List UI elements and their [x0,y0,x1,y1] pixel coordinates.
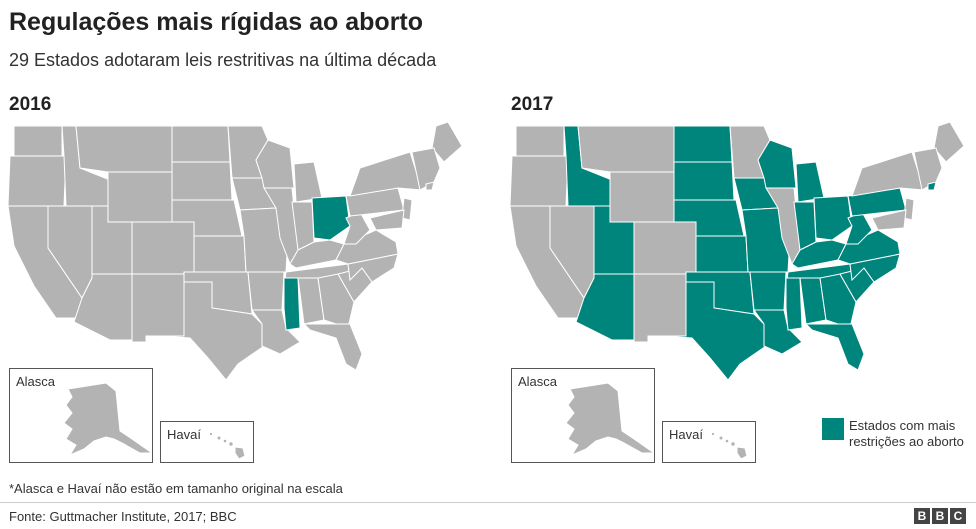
state-oregon [7,155,67,207]
state-south-dakota [673,161,735,201]
alaska-inset-2016: Alasca [9,368,153,463]
hawaii-island [710,431,716,437]
state-arkansas [749,271,787,311]
state-new-york [851,151,925,197]
state-ohio [813,195,853,241]
hawaii-inset-2017: Havaí [662,421,756,463]
state-michigan [293,161,323,203]
state-montana [75,125,173,173]
state-washington [13,125,63,157]
state-georgia [317,273,355,329]
state-colorado [633,221,697,275]
state-louisiana [251,309,301,355]
state-rhode-island [425,181,435,191]
hawaii-island [730,441,736,447]
state-wisconsin [757,139,797,189]
hawaii-island [736,446,748,460]
state-new-mexico [633,273,687,343]
legend-label: Estados com mais restrições ao aborto [849,418,964,449]
us-map-2016 [7,121,463,380]
hawaii-island [216,435,222,441]
state-rhode-island [927,181,937,191]
state-florida [302,323,363,371]
hawaii-inset-2016: Havaí [160,421,254,463]
us-map-2017 [509,121,965,380]
chart-title: Regulações mais rígidas ao aborto [9,8,424,36]
hawaii-island [718,435,724,441]
year-label-2016: 2016 [9,94,52,115]
footnote: *Alasca e Havaí não estão em tamanho ori… [9,481,343,496]
state-north-dakota [673,125,733,163]
state-maine [431,121,463,163]
logo-letter: C [950,508,966,524]
state-new-york [349,151,423,197]
chart-subtitle: 29 Estados adotaram leis restritivas na … [9,50,437,70]
bbc-logo: B B C [914,508,966,524]
state-oregon [509,155,569,207]
hawaii-label: Havaí [669,427,703,442]
alaska-label: Alasca [16,374,56,389]
logo-letter: B [932,508,948,524]
state-louisiana [753,309,803,355]
state-new-england [913,147,943,191]
state-colorado [131,221,195,275]
hawaii-label: Havaí [167,427,201,442]
alaska-region [565,382,654,457]
alaska-region [63,382,152,457]
alaska-shape [63,382,152,457]
state-texas [146,281,265,380]
state-new-england [411,147,441,191]
hawaii-island [724,438,730,444]
state-new-mexico [131,273,185,343]
state-mississippi [283,277,301,331]
logo-letter: B [914,508,930,524]
legend-swatch [822,418,844,440]
hawaii-shape [208,431,246,460]
divider [0,502,976,503]
state-florida [804,323,865,371]
alaska-label: Alasca [518,374,558,389]
hawaii-island [228,441,234,447]
state-arkansas [247,271,285,311]
state-wyoming [107,171,173,223]
state-michigan [795,161,825,203]
state-washington [515,125,565,157]
hawaii-island [234,446,246,460]
hawaii-island [222,438,228,444]
state-georgia [819,273,857,329]
state-north-dakota [171,125,231,163]
state-texas [648,281,767,380]
hawaii-island [208,431,214,437]
alaska-inset-2017: Alasca [511,368,655,463]
state-kentucky [791,239,847,269]
hawaii-shape [710,431,748,460]
state-south-dakota [171,161,233,201]
state-maine [933,121,965,163]
state-kentucky [289,239,345,269]
state-wyoming [609,171,675,223]
state-maryland-de [369,209,405,231]
state-wisconsin [255,139,295,189]
state-kansas [193,235,247,273]
state-kansas [695,235,749,273]
state-mississippi [785,277,803,331]
alaska-shape [565,382,654,457]
state-maryland-de [871,209,907,231]
state-ohio [311,195,351,241]
state-montana [577,125,675,173]
year-label-2017: 2017 [511,94,554,115]
source-text: Fonte: Guttmacher Institute, 2017; BBC [9,509,237,524]
